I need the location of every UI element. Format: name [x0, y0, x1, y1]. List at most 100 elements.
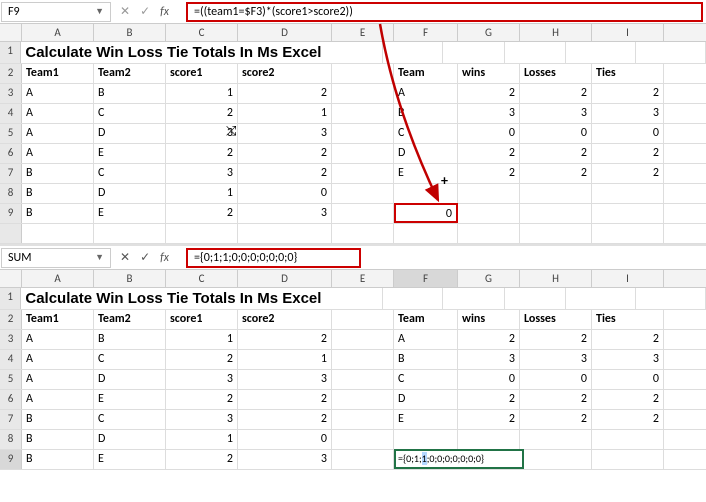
row-number[interactable]: 9	[0, 204, 22, 223]
cell[interactable]: 2	[166, 144, 238, 163]
cell[interactable]	[592, 224, 664, 243]
header-score2[interactable]: score2	[238, 64, 332, 83]
col-header-f[interactable]: F	[394, 24, 458, 41]
cell[interactable]: B	[22, 430, 94, 449]
cell[interactable]	[238, 224, 332, 243]
row-number[interactable]: 5	[0, 370, 22, 389]
cell[interactable]: E	[94, 450, 166, 469]
cell[interactable]: 2	[592, 330, 664, 349]
cell[interactable]	[394, 430, 458, 449]
cell[interactable]: 2	[458, 84, 520, 103]
cell[interactable]: 2	[592, 84, 664, 103]
cell[interactable]	[332, 184, 394, 203]
row-number[interactable]: 6	[0, 390, 22, 409]
row-number[interactable]: 1	[0, 288, 21, 309]
formula-input[interactable]: =((team1=$F3)*(score1>score2))	[186, 2, 703, 22]
header-team1[interactable]: Team1	[22, 64, 94, 83]
cell[interactable]: 2	[238, 390, 332, 409]
row-number[interactable]	[0, 224, 22, 243]
cell[interactable]: 2	[592, 144, 664, 163]
cell[interactable]: B	[22, 204, 94, 223]
cell[interactable]	[443, 42, 505, 63]
cell[interactable]: 0	[458, 124, 520, 143]
row-number[interactable]: 3	[0, 330, 22, 349]
cell[interactable]	[332, 64, 394, 83]
cell[interactable]: B	[22, 164, 94, 183]
cell[interactable]: 0	[592, 370, 664, 389]
cancel-icon[interactable]: ✕	[120, 4, 130, 19]
cell[interactable]	[592, 184, 664, 203]
cell[interactable]: B	[94, 84, 166, 103]
header-ties[interactable]: Ties	[592, 310, 664, 329]
header-team[interactable]: Team	[394, 64, 458, 83]
cell[interactable]	[592, 430, 664, 449]
cell[interactable]	[636, 42, 706, 63]
col-header-e[interactable]: E	[332, 24, 394, 41]
cell[interactable]	[520, 224, 592, 243]
col-header-b[interactable]: B	[94, 24, 166, 41]
row-number[interactable]: 1	[0, 42, 21, 63]
cell[interactable]	[636, 288, 706, 309]
cell[interactable]	[505, 42, 565, 63]
cell[interactable]	[394, 184, 458, 203]
cell[interactable]: 3	[166, 410, 238, 429]
cell[interactable]: D	[394, 144, 458, 163]
cell[interactable]: 3	[592, 104, 664, 123]
cell[interactable]: 2	[520, 164, 592, 183]
cell[interactable]: A	[22, 350, 94, 369]
cell[interactable]: B	[94, 330, 166, 349]
cell[interactable]: 2	[520, 84, 592, 103]
cell[interactable]	[458, 204, 520, 223]
cell[interactable]: A	[22, 370, 94, 389]
cell[interactable]	[458, 224, 520, 243]
cell[interactable]: E	[94, 390, 166, 409]
cell[interactable]	[22, 224, 94, 243]
cell[interactable]: 2	[458, 144, 520, 163]
cell[interactable]: 2	[520, 330, 592, 349]
col-header-f[interactable]: F	[394, 270, 458, 287]
cell[interactable]: 2	[520, 410, 592, 429]
cell[interactable]: 3	[520, 104, 592, 123]
cell[interactable]	[383, 288, 443, 309]
cell[interactable]	[332, 410, 394, 429]
header-team2[interactable]: Team2	[94, 64, 166, 83]
cell[interactable]	[592, 450, 664, 469]
cell[interactable]: C	[94, 164, 166, 183]
cell[interactable]	[166, 224, 238, 243]
fx-icon[interactable]: fx	[160, 5, 169, 19]
cell[interactable]	[566, 42, 636, 63]
cell[interactable]: 1	[238, 350, 332, 369]
cell[interactable]: 2	[592, 390, 664, 409]
cell[interactable]	[520, 184, 592, 203]
cell[interactable]	[332, 430, 394, 449]
cell[interactable]: 1	[166, 84, 238, 103]
cell[interactable]: 3	[238, 124, 332, 143]
page-title[interactable]: Calculate Win Loss Tie Totals In Ms Exce…	[21, 288, 382, 309]
header-wins[interactable]: wins	[458, 310, 520, 329]
cell[interactable]	[592, 204, 664, 223]
page-title[interactable]: Calculate Win Loss Tie Totals In Ms Exce…	[21, 42, 382, 63]
col-header-c[interactable]: C	[166, 24, 238, 41]
cell[interactable]: 3	[592, 350, 664, 369]
cell[interactable]: B	[394, 350, 458, 369]
cell[interactable]	[332, 370, 394, 389]
row-number[interactable]: 7	[0, 164, 22, 183]
formula-input[interactable]: ={0;1;1;0;0;0;0;0;0;0}	[186, 248, 361, 268]
cell[interactable]: 2	[238, 330, 332, 349]
cell[interactable]: 1	[238, 104, 332, 123]
cell[interactable]: 3	[458, 350, 520, 369]
cell[interactable]: B	[22, 184, 94, 203]
header-wins[interactable]: wins	[458, 64, 520, 83]
col-header-g[interactable]: G	[458, 24, 520, 41]
row-number[interactable]: 7	[0, 410, 22, 429]
cell[interactable]: 0	[238, 184, 332, 203]
cell[interactable]: 2	[520, 390, 592, 409]
cell[interactable]: 1	[166, 330, 238, 349]
col-header-c[interactable]: C	[166, 270, 238, 287]
cell[interactable]	[332, 350, 394, 369]
col-header-h[interactable]: H	[520, 24, 592, 41]
header-team1[interactable]: Team1	[22, 310, 94, 329]
cell[interactable]: 3	[166, 370, 238, 389]
cell[interactable]	[332, 164, 394, 183]
cell[interactable]	[332, 450, 394, 469]
